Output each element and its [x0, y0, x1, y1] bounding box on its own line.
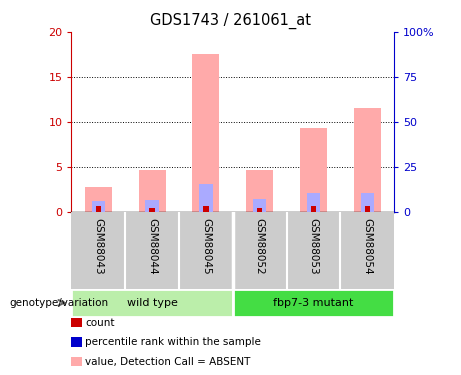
Bar	[300, 128, 327, 212]
Text: GSM88044: GSM88044	[147, 218, 157, 274]
Bar	[71, 289, 233, 317]
Bar	[253, 199, 266, 212]
Text: GSM88043: GSM88043	[93, 218, 103, 274]
Bar	[307, 193, 320, 212]
Text: genotype/variation: genotype/variation	[9, 298, 108, 308]
Text: wild type: wild type	[127, 298, 177, 308]
Text: count: count	[85, 318, 115, 327]
Bar	[149, 208, 155, 212]
Bar	[311, 206, 316, 212]
Bar	[145, 200, 159, 212]
Bar	[257, 208, 262, 212]
Text: value, Detection Call = ABSENT: value, Detection Call = ABSENT	[85, 357, 251, 366]
Bar	[96, 207, 101, 212]
Bar	[354, 108, 381, 212]
Bar	[233, 289, 394, 317]
Bar	[365, 206, 370, 212]
Text: GSM88045: GSM88045	[201, 218, 211, 274]
Text: GSM88054: GSM88054	[362, 218, 372, 274]
Bar	[92, 201, 105, 212]
Bar	[193, 54, 219, 212]
Bar	[361, 193, 374, 212]
Text: GSM88053: GSM88053	[308, 218, 319, 274]
Bar	[199, 184, 213, 212]
Text: percentile rank within the sample: percentile rank within the sample	[85, 337, 261, 347]
Bar	[139, 170, 165, 212]
Bar	[246, 170, 273, 212]
Bar	[203, 206, 208, 212]
Text: GSM88052: GSM88052	[254, 218, 265, 274]
Bar	[85, 187, 112, 212]
Text: GDS1743 / 261061_at: GDS1743 / 261061_at	[150, 13, 311, 29]
Text: fbp7-3 mutant: fbp7-3 mutant	[273, 298, 354, 308]
